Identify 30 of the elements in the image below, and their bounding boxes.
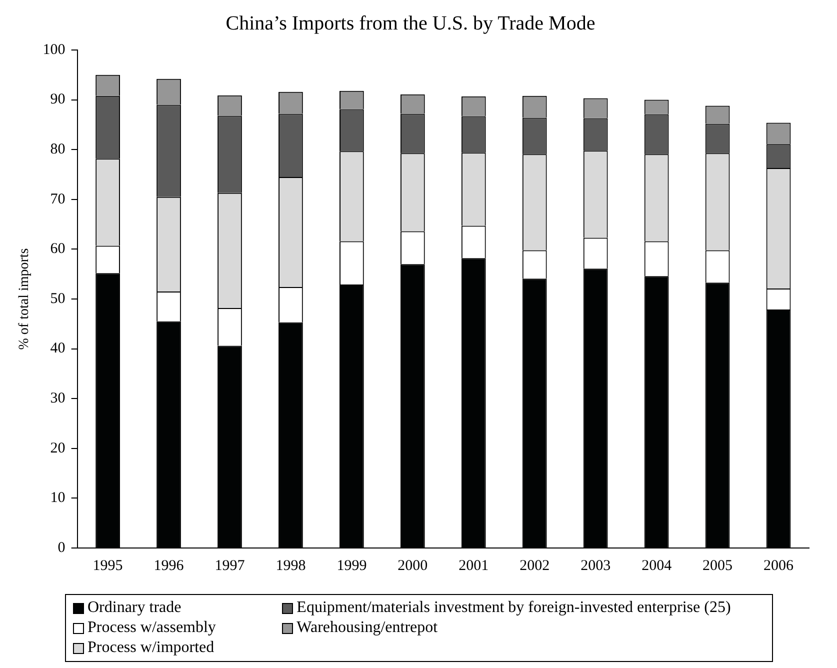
x-tick-label: 1995 [92, 558, 123, 574]
x-tick-label: 2000 [398, 558, 428, 574]
x-tick-label: 1999 [336, 558, 367, 574]
legend-label: Process w/assembly [88, 619, 216, 637]
x-tick-label: 2003 [580, 558, 611, 574]
y-tick-label: 50 [50, 290, 66, 307]
y-tick-label: 100 [42, 42, 66, 58]
y-axis-title: % of total imports [17, 248, 32, 350]
x-tick-label: 1997 [214, 558, 246, 574]
x-tick-label: 2005 [702, 558, 733, 574]
y-tick-label: 90 [50, 92, 66, 108]
x-tick-label: 1996 [154, 558, 184, 574]
y-tick-label: 80 [50, 142, 66, 158]
legend-label: Warehousing/entrepot [296, 619, 438, 637]
y-tick-label: 10 [50, 490, 66, 506]
y-tick-label: 70 [50, 191, 66, 208]
x-tick-label: 2002 [520, 558, 550, 574]
y-tick-label: 20 [50, 440, 66, 456]
x-tick-label: 2006 [764, 558, 794, 574]
legend-label: Ordinary trade [88, 599, 182, 617]
x-tick-label: 2001 [458, 558, 489, 574]
x-tick-label: 2004 [642, 558, 672, 574]
legend-label: Process w/imported [88, 639, 214, 657]
y-tick-label: 40 [50, 340, 66, 357]
y-tick-label: 0 [58, 540, 66, 556]
legend-label: Equipment/materials investment by foreign-invested enterprise (25) [296, 599, 731, 617]
chart-title: China’s Imports from the U.S. by Trade Mode [226, 12, 596, 34]
y-tick-label: 30 [50, 390, 66, 407]
y-tick-label: 60 [50, 241, 66, 258]
x-tick-label: 1998 [276, 558, 306, 574]
